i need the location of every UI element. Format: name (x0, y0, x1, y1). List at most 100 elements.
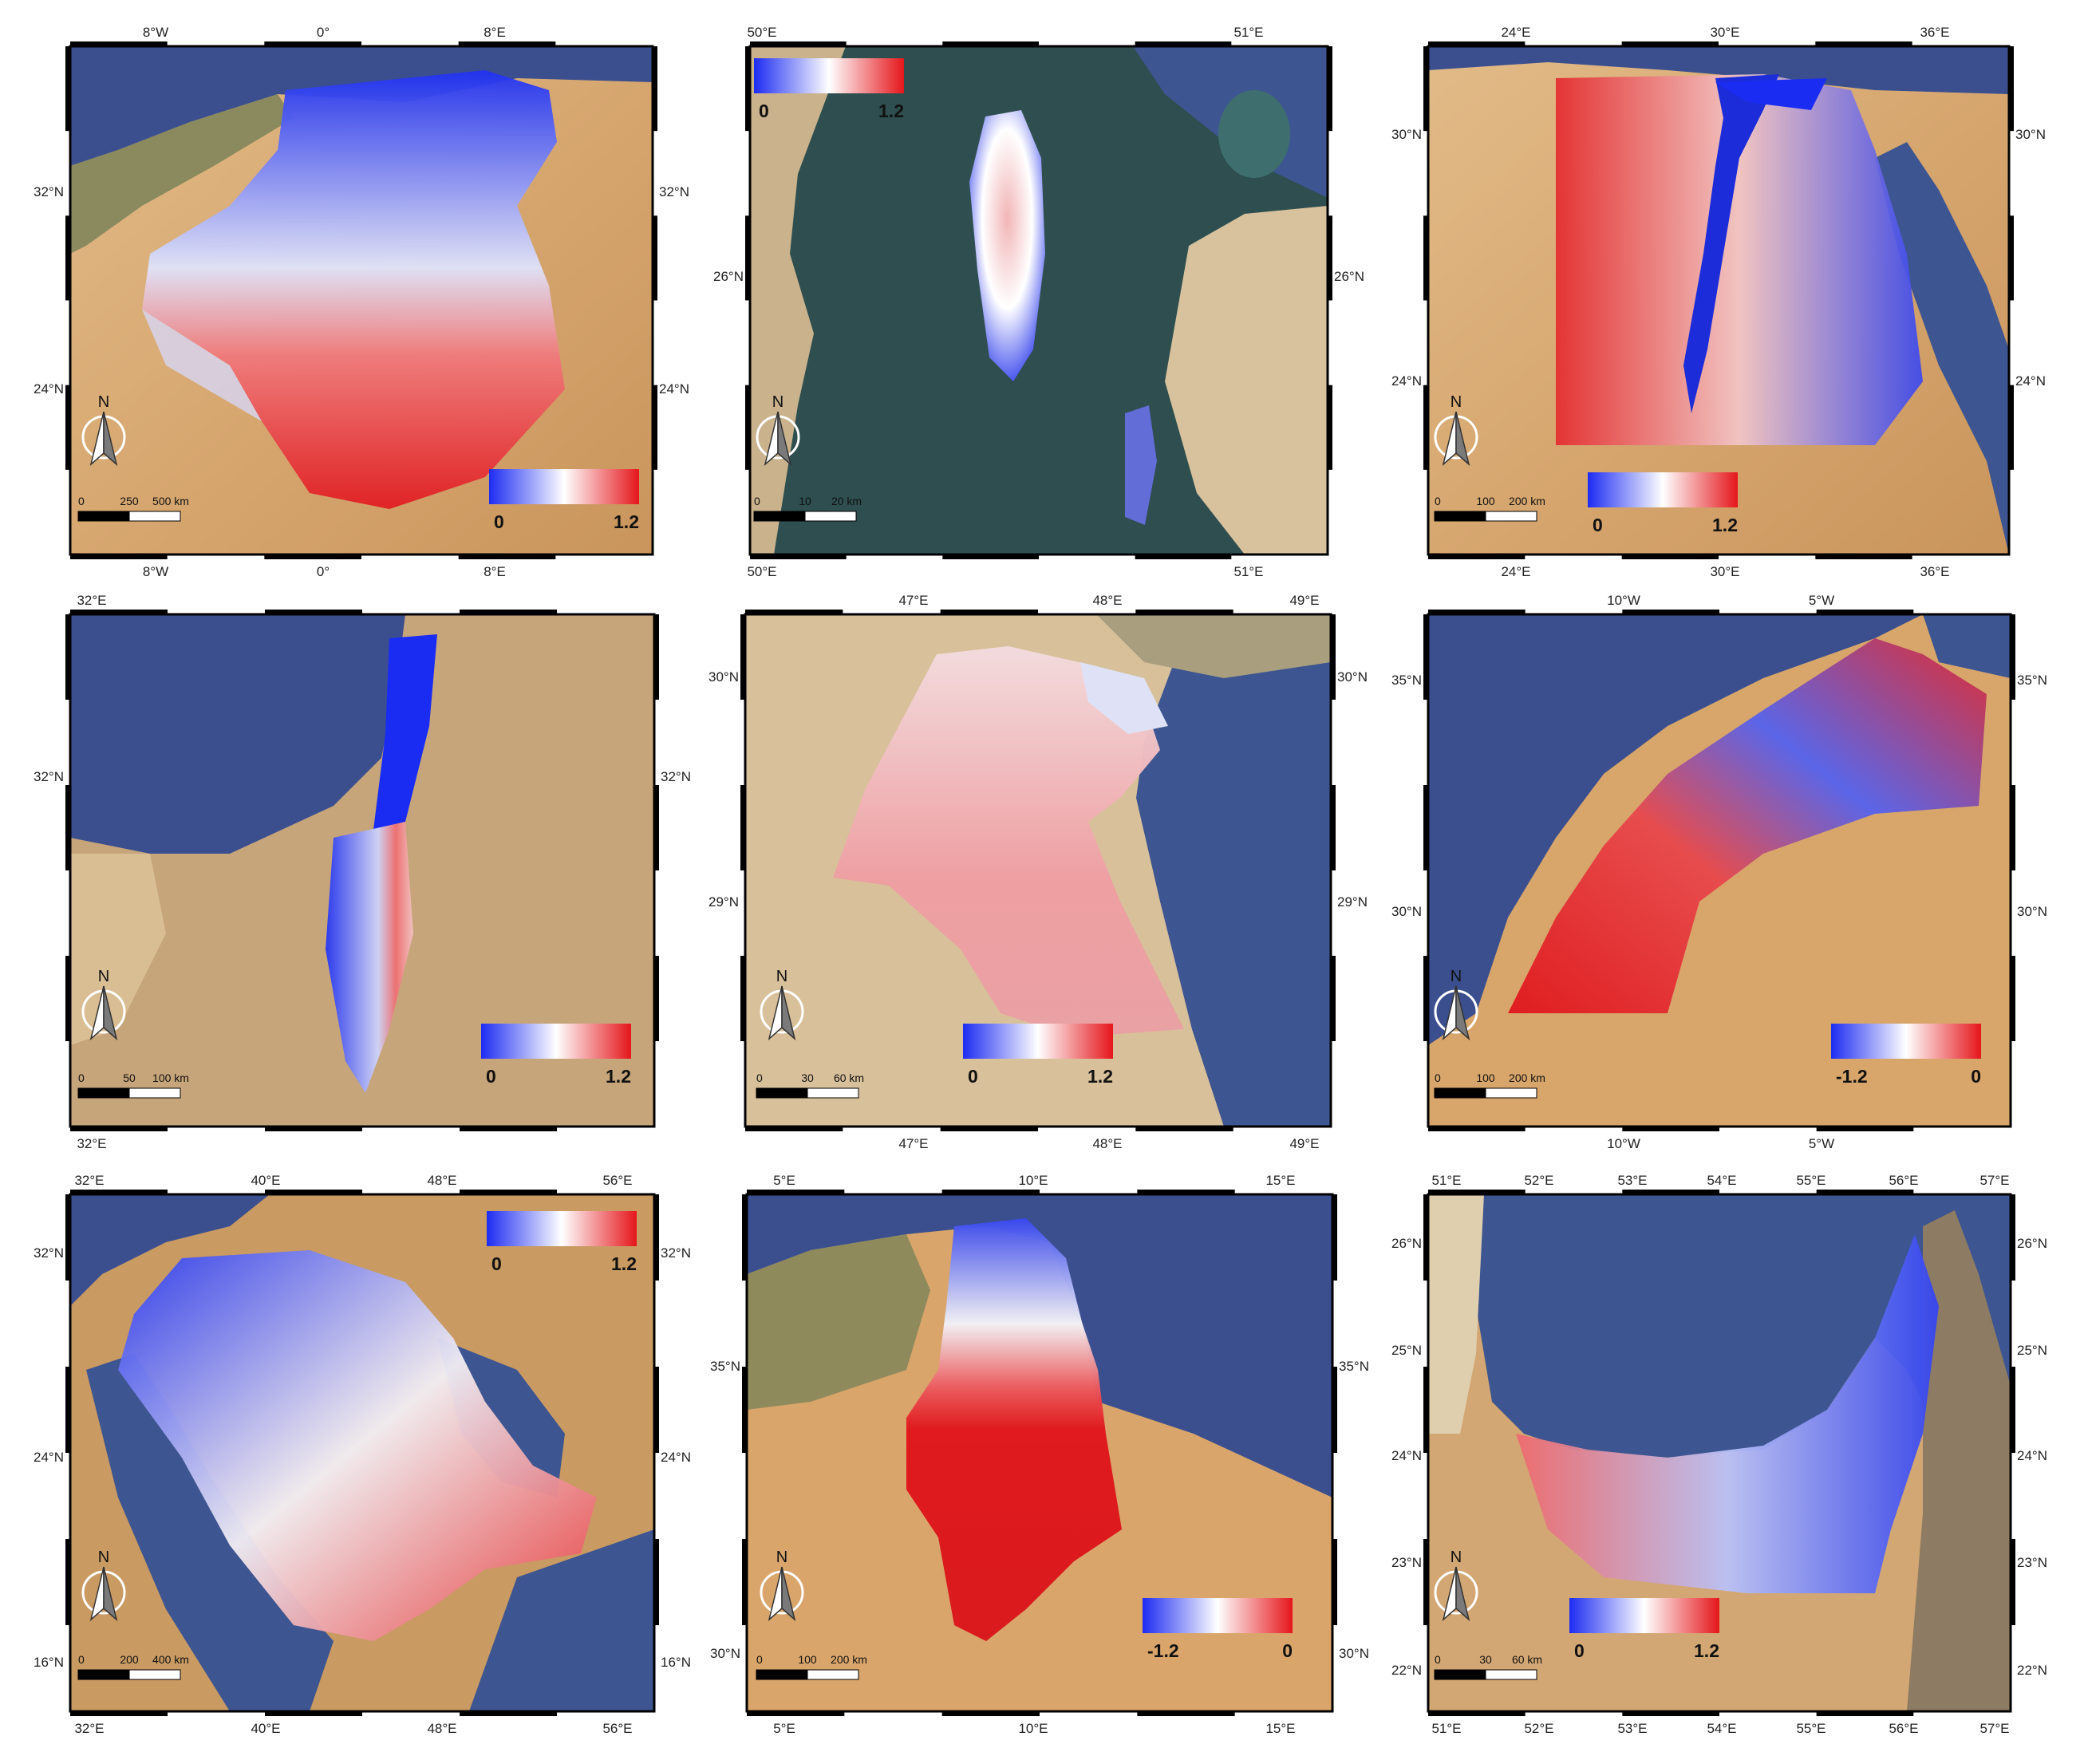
egypt-risk-overlay (1556, 74, 1923, 445)
frame-tick-left (742, 1367, 747, 1453)
frame-tick-right (2011, 1539, 2015, 1625)
y-tick-right-label: 16°N (661, 1655, 691, 1670)
frame-tick-top (1621, 41, 1719, 46)
morocco-risk-overlay (1508, 638, 1987, 1013)
map-panel-tunisia: 5°E 10°E 15°E 5°E 10°E 15°E 35°N 30°N 35°N 30°N N 0… (710, 1173, 1369, 1736)
frame-tick-top (460, 1190, 557, 1194)
north-arrow-icon: N (81, 968, 126, 1041)
scalebar-label: 200 km (831, 1653, 867, 1666)
colorbar-max-label: 1.2 (614, 511, 639, 532)
frame-tick-right (2009, 385, 2014, 470)
frame-tick-right (654, 1539, 659, 1625)
colorbar (489, 469, 639, 504)
frame-tick-bottom (1622, 1711, 1719, 1716)
nile-river (1683, 74, 1779, 413)
frame-tick-left (1423, 215, 1428, 301)
x-tick-bottom-label: 48°E (427, 1721, 456, 1736)
scalebar-black-segment (1434, 511, 1486, 522)
colorbar (487, 1211, 637, 1246)
frame-tick-top (1816, 1190, 1914, 1194)
frame-tick-top (941, 1190, 1040, 1194)
colorbar-min-label: 0 (1593, 515, 1603, 535)
frame-tick-right (2011, 956, 2015, 1041)
map-area (750, 46, 1328, 554)
colorbar-max-label: 1.2 (1694, 1640, 1719, 1661)
red-sea (1875, 142, 2009, 554)
north-arrow-icon: N (1434, 1549, 1478, 1622)
frame-tick-left (740, 956, 745, 1041)
frame-tick-top (1428, 610, 1526, 614)
y-tick-left-label: 32°N (34, 769, 64, 784)
frame-tick-right (1328, 215, 1332, 301)
y-tick-right-label: 30°N (1339, 1646, 1369, 1661)
frame-tick-top (1622, 1190, 1719, 1194)
scalebar-label: 0 (754, 495, 760, 507)
frame-tick-top (1428, 41, 1526, 46)
scalebar-black-segment (77, 511, 130, 522)
x-tick-top-label: 51°E (1233, 25, 1263, 40)
colorbar (1143, 1598, 1293, 1633)
frame-tick-bottom (940, 1127, 1038, 1131)
map-area (745, 614, 1331, 1127)
frame-tick-top (264, 41, 361, 46)
scalebar-label: 500 km (152, 495, 189, 507)
frame-tick-bottom (1137, 1711, 1235, 1716)
scalebar-label: 200 (120, 1653, 139, 1666)
y-tick-left-label: 22°N (1391, 1663, 1422, 1678)
scalebar-label: 0 (78, 1653, 85, 1666)
y-tick-left-label: 30°N (708, 669, 739, 685)
x-tick-top-label: 32°E (77, 593, 106, 608)
scalebar-label: 0 (756, 1071, 763, 1084)
north-label: N (1451, 393, 1462, 411)
frame-tick-top (1622, 610, 1719, 614)
frame-tick-left (65, 785, 70, 870)
y-tick-right-label: 25°N (2017, 1343, 2047, 1358)
x-tick-top-label: 52°E (1524, 1173, 1553, 1188)
frame-tick-bottom (264, 554, 361, 559)
mediterranean-sea (747, 1194, 1332, 1498)
north-arrow-right (1455, 411, 1470, 467)
frame-tick-bottom (460, 1711, 557, 1716)
frame-tick-left (65, 1539, 70, 1625)
map-panel-uae: 51°E 52°E 53°E 54°E 55°E 56°E 57°E 51°E 52°E 53°E… (1391, 1173, 2047, 1736)
frame-tick-top (942, 41, 1039, 46)
scalebar-label: 60 km (1512, 1653, 1542, 1666)
frame-tick-bottom (265, 1711, 362, 1716)
x-tick-bottom-label: 10°W (1607, 1136, 1640, 1151)
hawar-risk-overlay (1125, 405, 1157, 525)
colorbar-max-label: 1.2 (1087, 1066, 1113, 1087)
north-risk-overlay (373, 634, 437, 830)
frame-tick-left (65, 956, 70, 1041)
x-tick-top-label: 56°E (1889, 1173, 1918, 1188)
frame-tick-right (654, 1194, 659, 1281)
frame-tick-bottom (941, 1711, 1040, 1716)
y-tick-left-label: 23°N (1391, 1555, 1422, 1570)
scalebar-label: 20 km (831, 495, 862, 507)
x-tick-bottom-label: 54°E (1707, 1721, 1736, 1736)
colorbar-max-label: 1.2 (878, 101, 904, 121)
colorbar (754, 58, 904, 93)
frame-tick-bottom (70, 1127, 168, 1131)
frame-tick-top (750, 41, 847, 46)
north-arrow-icon: N (81, 1549, 126, 1622)
scalebar-label: 0 (1435, 1071, 1441, 1084)
north-label: N (1451, 968, 1462, 985)
colorbar-min-label: 0 (491, 1253, 502, 1274)
y-tick-right-label: 30°N (2015, 127, 2046, 142)
scalebar-label: 0 (78, 495, 85, 507)
colorbar-max-label: 0 (1282, 1640, 1293, 1661)
x-tick-top-label: 49°E (1289, 593, 1319, 608)
y-tick-right-label: 24°N (2015, 373, 2046, 389)
frame-tick-bottom (1815, 554, 1912, 559)
y-tick-right-label: 24°N (2017, 1448, 2047, 1463)
frame-tick-top (460, 610, 557, 614)
x-tick-bottom-label: 52°E (1524, 1721, 1553, 1736)
colorbar-max-label: 1.2 (1712, 515, 1738, 535)
frame-tick-bottom (1621, 554, 1719, 559)
mediterranean-sea (1428, 46, 2009, 94)
colorbar (481, 1024, 631, 1059)
x-tick-top-label: 5°E (773, 1173, 795, 1188)
colorbar-max-label: 1.2 (611, 1253, 637, 1274)
y-tick-left-label: 35°N (710, 1359, 740, 1374)
